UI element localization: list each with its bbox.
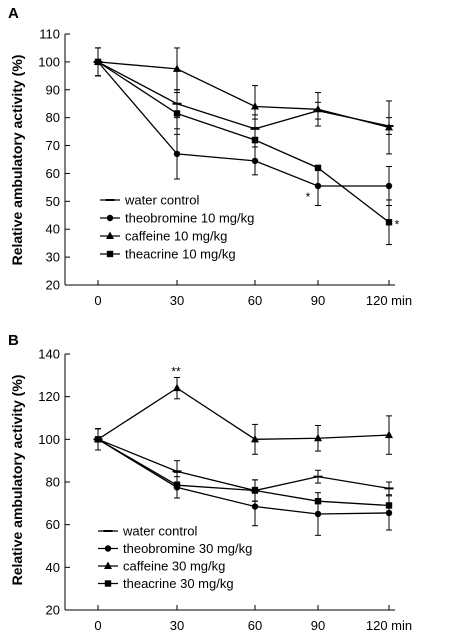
data-point	[251, 136, 259, 144]
y-tick-label: 20	[46, 603, 60, 618]
y-axis-label-a: Relative ambulatory activity (%)	[9, 55, 25, 266]
legend: water control theobromine 10 mg/kg caffein…	[100, 193, 254, 262]
data-point	[251, 487, 259, 494]
data-point	[173, 64, 181, 72]
data-point	[251, 503, 259, 510]
legend-label: theobromine 30 mg/kg	[123, 541, 252, 556]
series-dash	[93, 47, 394, 144]
legend-label: caffeine 30 mg/kg	[123, 559, 225, 574]
legend-marker	[104, 561, 112, 569]
y-tick-label: 120	[38, 389, 60, 404]
legend-marker	[106, 250, 114, 258]
x-tick-label: 0	[94, 293, 101, 308]
plot-area-a: 20 30 40 50 60 70 80 90 100 110 0 30 60 90 120 min wate…	[38, 27, 412, 309]
y-tick-label: 50	[46, 194, 60, 209]
data-point	[385, 430, 393, 439]
y-tick-label: 80	[46, 475, 60, 490]
y-tick-label: 90	[46, 82, 60, 97]
data-point	[385, 182, 393, 190]
legend-marker	[106, 231, 114, 239]
significance-marker: **	[171, 364, 181, 378]
data-point	[173, 383, 181, 392]
y-tick-label: 20	[46, 278, 60, 293]
panel-label-b: B	[8, 332, 19, 349]
legend-marker	[104, 580, 112, 587]
x-tick-label: 30	[170, 293, 184, 308]
y-tick-label: 40	[46, 222, 60, 237]
data-point	[314, 104, 322, 113]
y-tick-label: 30	[46, 250, 60, 265]
data-point	[173, 110, 181, 117]
significance-marker: *	[395, 218, 400, 232]
series-line	[97, 387, 390, 440]
data-point	[94, 58, 102, 66]
data-point	[314, 182, 322, 190]
x-tick-label: 120 min	[366, 618, 412, 633]
series-triangle	[94, 376, 393, 455]
data-point	[173, 150, 181, 158]
y-tick-label: 110	[39, 27, 60, 42]
data-point	[385, 122, 393, 131]
y-tick-label: 60	[46, 517, 60, 532]
y-tick-label: 60	[46, 166, 60, 181]
data-point	[251, 434, 259, 443]
data-point	[385, 509, 393, 517]
data-point	[385, 502, 393, 509]
x-tick-label: 60	[248, 618, 262, 633]
y-tick-label: 140	[38, 347, 60, 362]
series-line	[97, 61, 389, 187]
y-tick-label: 70	[46, 138, 60, 153]
data-point	[94, 436, 102, 443]
series-line	[97, 438, 390, 507]
significance-marker: *	[306, 190, 311, 204]
series-line	[97, 61, 390, 129]
series-square	[94, 428, 393, 509]
legend-marker	[106, 214, 114, 222]
legend-label: theacrine 10 mg/kg	[125, 247, 236, 262]
series-line	[97, 61, 390, 130]
plot-area-b: 20 40 60 80 100 120 140 0 30 60 90 120 min water con…	[38, 347, 412, 634]
x-tick-label: 0	[94, 618, 101, 633]
data-point	[173, 482, 181, 489]
data-point	[314, 510, 322, 518]
y-tick-label: 100	[38, 54, 60, 69]
x-tick-label: 30	[170, 618, 184, 633]
data-point	[314, 164, 322, 172]
x-tick-label: 90	[311, 618, 325, 633]
data-point	[251, 102, 259, 110]
legend-label: water control	[124, 193, 200, 208]
data-point	[385, 219, 393, 226]
legend-label: theacrine 30 mg/kg	[123, 576, 234, 591]
y-axis-label-b: Relative ambulatory activity (%)	[9, 375, 25, 586]
legend-label: theobromine 10 mg/kg	[125, 211, 254, 226]
legend-marker	[104, 545, 112, 552]
x-tick-label: 60	[248, 293, 262, 308]
series-square	[94, 47, 393, 246]
panel-label-a: A	[8, 5, 19, 22]
x-tick-label: 90	[311, 293, 325, 308]
series-circle	[94, 47, 393, 207]
y-tick-label: 40	[46, 560, 60, 575]
y-tick-label: 80	[46, 110, 60, 125]
legend-label: water control	[122, 524, 198, 539]
x-tick-label: 120 min	[366, 293, 412, 308]
legend: water control theobromine 30 mg/kg caffein…	[98, 524, 252, 591]
y-tick-label: 100	[38, 432, 60, 447]
legend-label: caffeine 10 mg/kg	[125, 229, 227, 244]
data-point	[314, 498, 322, 505]
data-point	[314, 433, 322, 442]
series-triangle	[94, 47, 393, 155]
